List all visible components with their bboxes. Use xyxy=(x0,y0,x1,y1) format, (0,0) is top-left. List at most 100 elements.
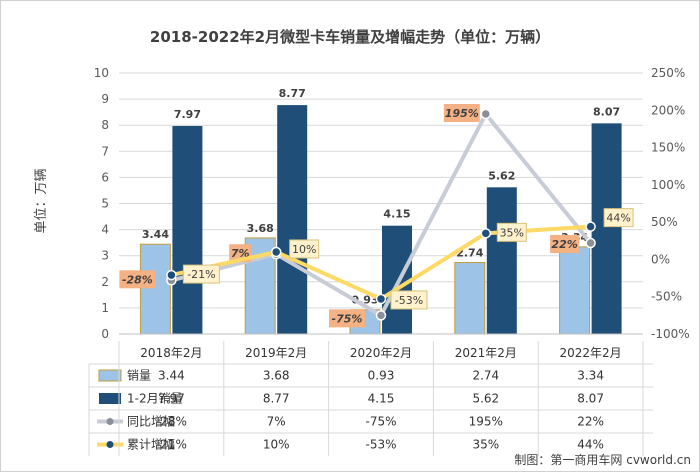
yoy-growth-point xyxy=(480,108,492,120)
cumulative-growth-label-box xyxy=(496,222,527,242)
bar-cumulative-sales xyxy=(486,187,517,334)
cumulative-growth-point xyxy=(585,221,596,232)
cumulative-growth-label: -21% xyxy=(187,268,215,281)
table-cell: 7% xyxy=(267,415,286,429)
table-cell: 8.77 xyxy=(263,392,290,406)
table-row-name: 同比增幅 xyxy=(127,414,175,429)
yoy-growth-label-box xyxy=(550,235,580,254)
cumulative-growth-point xyxy=(270,246,282,258)
cumulative-growth-label: 44% xyxy=(606,212,630,225)
yoy-growth-label: 22% xyxy=(551,238,577,251)
table-row-name: 累计增幅 xyxy=(127,437,175,452)
table-cell: -75% xyxy=(365,415,396,429)
y-axis-label: 单位：万辆 xyxy=(34,168,49,233)
table-cell: -53% xyxy=(365,438,396,452)
cumulative-growth-label: 10% xyxy=(292,243,316,256)
yoy-growth-label-box xyxy=(119,270,156,289)
table-row-name: 1-2月销量 xyxy=(127,392,183,406)
yoy-growth-label: 195% xyxy=(445,107,479,120)
x-category-label: 2021年2月 xyxy=(455,346,517,360)
y-tick-label: 10 xyxy=(94,66,109,80)
table-cell: 5.62 xyxy=(472,392,499,406)
table-cell: 4.15 xyxy=(368,392,395,406)
cumulative-growth-label: 35% xyxy=(500,226,524,239)
legend-marker xyxy=(106,418,114,425)
yoy-growth-label: -75% xyxy=(332,312,363,325)
y-tick-label: 9 xyxy=(101,92,109,106)
table-cell: 3.68 xyxy=(263,369,290,383)
bar-sales-label: 3.68 xyxy=(247,222,274,235)
bar-cumulative-label: 5.62 xyxy=(488,169,515,182)
table-cell: 195% xyxy=(469,415,503,429)
bar-cumulative-sales xyxy=(382,225,412,334)
cumulative-growth-label-box xyxy=(603,208,634,228)
y-tick-label: 4 xyxy=(101,223,109,237)
yoy-growth-point xyxy=(585,237,596,249)
credit-text: 制图：第一商用车网 cvworld.cn xyxy=(514,452,691,467)
cumulative-growth-label-box xyxy=(182,264,220,284)
y-tick-label: 8 xyxy=(101,118,109,132)
x-category-label: 2019年2月 xyxy=(245,346,307,360)
yoy-growth-point xyxy=(375,310,387,321)
cumulative-growth-label-box xyxy=(390,290,428,310)
y2-tick-label: -100% xyxy=(651,327,690,341)
cumulative-growth-point xyxy=(166,269,177,281)
table-row-name: 销量 xyxy=(127,369,151,383)
table-cell: 2.74 xyxy=(472,369,499,383)
table-cell: 8.07 xyxy=(577,392,604,406)
legend-marker xyxy=(106,441,114,448)
bar-sales xyxy=(139,243,171,335)
legend-swatch xyxy=(98,369,122,382)
y2-tick-label: 100% xyxy=(651,178,685,192)
yoy-growth-label: -28% xyxy=(122,273,153,286)
table-cell: 0.93 xyxy=(368,369,395,383)
bar-cumulative-label: 8.07 xyxy=(593,105,620,118)
bar-sales xyxy=(454,261,486,335)
y2-tick-label: 150% xyxy=(651,141,685,155)
bar-cumulative-sales xyxy=(277,105,308,334)
bar-sales xyxy=(559,246,591,335)
bar-sales-label: 3.44 xyxy=(142,228,169,241)
table-cell: 3.44 xyxy=(158,369,185,383)
table-cell: 35% xyxy=(472,438,499,452)
table-cell: 44% xyxy=(577,438,604,452)
chart-title: 2018-2022年2月微型卡车销量及增幅走势（单位：万辆） xyxy=(150,28,550,46)
table-cell: 22% xyxy=(577,415,604,429)
y2-tick-label: 200% xyxy=(651,103,685,117)
bar-cumulative-label: 8.77 xyxy=(279,87,306,100)
x-category-label: 2018年2月 xyxy=(140,346,202,360)
y-tick-label: 3 xyxy=(101,249,109,263)
table-cell: 7.97 xyxy=(158,392,185,406)
bar-cumulative-label: 7.97 xyxy=(174,108,201,121)
table-cell: -28% xyxy=(156,415,187,429)
y2-tick-label: 250% xyxy=(651,66,685,80)
y2-tick-label: 0% xyxy=(651,252,670,266)
y-tick-label: 1 xyxy=(101,301,109,315)
y2-tick-label: 50% xyxy=(651,215,678,229)
bar-cumulative-label: 4.15 xyxy=(383,208,410,221)
yoy-growth-label-box xyxy=(443,104,480,123)
cumulative-growth-point xyxy=(480,228,492,239)
x-category-label: 2020年2月 xyxy=(350,346,412,360)
y2-tick-label: -50% xyxy=(651,290,682,304)
bar-cumulative-sales xyxy=(591,123,622,334)
y-tick-label: 0 xyxy=(101,327,109,341)
y-tick-label: 6 xyxy=(101,170,109,184)
cumulative-growth-label-box xyxy=(289,239,320,259)
legend-swatch xyxy=(99,393,121,404)
table-cell: 10% xyxy=(263,438,290,452)
cumulative-growth-line xyxy=(170,224,591,301)
bar-cumulative-sales xyxy=(172,125,203,334)
cumulative-growth-point xyxy=(375,293,387,305)
x-category-label: 2022年2月 xyxy=(560,346,622,360)
table-cell: 3.34 xyxy=(577,369,604,383)
y-tick-label: 7 xyxy=(101,144,109,158)
y-tick-label: 2 xyxy=(101,275,109,289)
table-cell: -21% xyxy=(156,438,187,452)
yoy-growth-label-box xyxy=(329,309,365,328)
yoy-growth-line xyxy=(170,112,593,318)
cumulative-growth-label: -53% xyxy=(395,294,423,307)
y-tick-label: 5 xyxy=(101,197,109,211)
